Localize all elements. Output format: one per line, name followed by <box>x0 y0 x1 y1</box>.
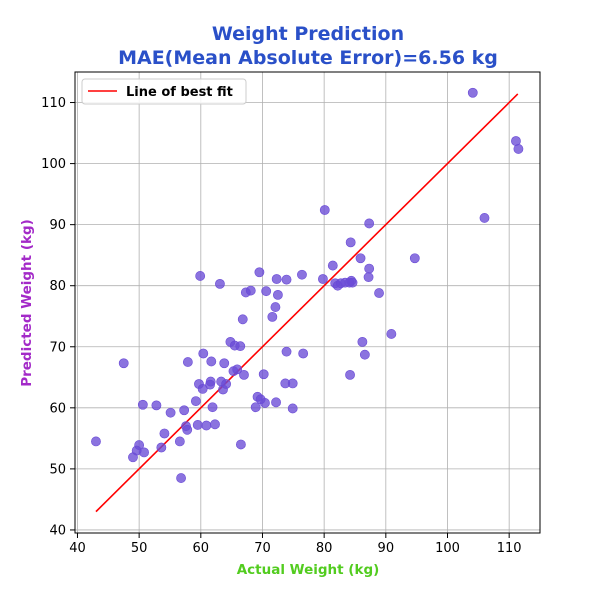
data-point <box>355 253 366 264</box>
data-point <box>327 260 338 271</box>
data-point <box>205 376 216 387</box>
y-tick-label: 80 <box>49 279 66 294</box>
data-point <box>409 253 420 264</box>
chart-subtitle: MAE(Mean Absolute Error)=6.56 kg <box>118 47 498 69</box>
data-point <box>261 286 272 297</box>
data-point <box>272 289 283 300</box>
data-point <box>206 356 217 367</box>
data-point <box>215 278 225 289</box>
x-tick-label: 60 <box>193 541 210 556</box>
y-tick-label: 40 <box>49 523 66 538</box>
data-point <box>250 402 261 413</box>
x-tick-label: 40 <box>69 541 86 556</box>
data-point <box>298 348 309 359</box>
data-point <box>479 213 490 223</box>
data-point <box>281 346 292 357</box>
data-point <box>134 440 145 450</box>
legend: Line of best fit <box>81 78 247 105</box>
data-point <box>210 419 220 430</box>
data-point <box>207 402 218 413</box>
x-tick-label: 50 <box>131 541 148 556</box>
data-point <box>281 274 292 285</box>
x-tick-label: 110 <box>497 541 522 556</box>
plot-area-frame <box>74 71 541 534</box>
data-point <box>258 369 269 380</box>
data-point <box>347 277 358 288</box>
data-point <box>357 336 368 347</box>
data-point <box>467 87 478 98</box>
legend-label: Line of best fit <box>126 85 233 100</box>
data-point <box>386 329 397 339</box>
y-tick-label: 50 <box>49 462 66 477</box>
y-tick-label: 70 <box>49 340 66 355</box>
x-axis-ticks: 40 50 60 70 80 90 100 110 <box>69 533 522 556</box>
y-tick-label: 90 <box>49 218 66 233</box>
data-point <box>363 272 374 283</box>
data-point <box>91 436 101 447</box>
data-point <box>232 364 243 375</box>
data-point <box>235 341 246 352</box>
data-point <box>118 358 129 369</box>
data-point <box>156 442 167 453</box>
x-tick-label: 70 <box>254 541 271 556</box>
best-fit-line <box>95 93 519 513</box>
data-point <box>179 405 190 416</box>
x-tick-label: 90 <box>378 541 395 556</box>
data-point <box>159 428 170 439</box>
data-point <box>195 271 206 281</box>
data-point <box>245 285 256 296</box>
x-tick-label: 80 <box>316 541 333 556</box>
data-point <box>182 357 193 367</box>
x-axis-label: Actual Weight (kg) <box>237 562 380 578</box>
data-point <box>235 439 246 450</box>
data-point <box>221 379 231 389</box>
data-point <box>176 473 186 483</box>
y-axis-label: Predicted Weight (kg) <box>19 219 35 387</box>
data-point <box>190 396 201 407</box>
x-tick-label: 100 <box>435 541 460 556</box>
best-fit-line-layer <box>95 93 519 513</box>
data-point <box>219 358 230 369</box>
data-point <box>287 403 298 414</box>
data-point <box>182 424 193 435</box>
y-tick-label: 100 <box>41 157 66 172</box>
data-point <box>287 378 298 389</box>
data-point <box>151 400 162 411</box>
data-point <box>359 349 370 360</box>
data-point <box>319 205 330 215</box>
data-point <box>197 383 208 394</box>
data-point <box>174 436 185 447</box>
data-point <box>139 447 149 458</box>
data-point <box>260 398 270 408</box>
y-tick-label: 110 <box>41 96 66 111</box>
data-points <box>91 87 524 483</box>
data-point <box>271 397 281 408</box>
data-point <box>364 263 375 274</box>
data-point <box>345 237 356 248</box>
data-point <box>192 420 203 430</box>
data-point <box>198 348 209 359</box>
data-point <box>297 269 307 280</box>
data-point <box>254 267 265 278</box>
data-point <box>270 302 281 312</box>
data-point <box>137 399 148 410</box>
data-point <box>374 288 384 298</box>
data-point <box>345 369 355 380</box>
chart-title: Weight Prediction <box>212 23 404 45</box>
legend-box <box>81 78 247 105</box>
y-tick-label: 60 <box>49 401 66 416</box>
data-point <box>237 314 248 325</box>
data-point <box>239 369 249 380</box>
data-point <box>267 311 278 322</box>
y-axis-ticks: 40 50 60 70 80 90 100 110 <box>41 96 75 538</box>
data-point <box>364 218 375 229</box>
data-point <box>271 274 282 284</box>
data-point <box>513 144 524 154</box>
data-point <box>165 407 176 418</box>
data-point <box>318 274 328 284</box>
data-point <box>201 420 212 431</box>
